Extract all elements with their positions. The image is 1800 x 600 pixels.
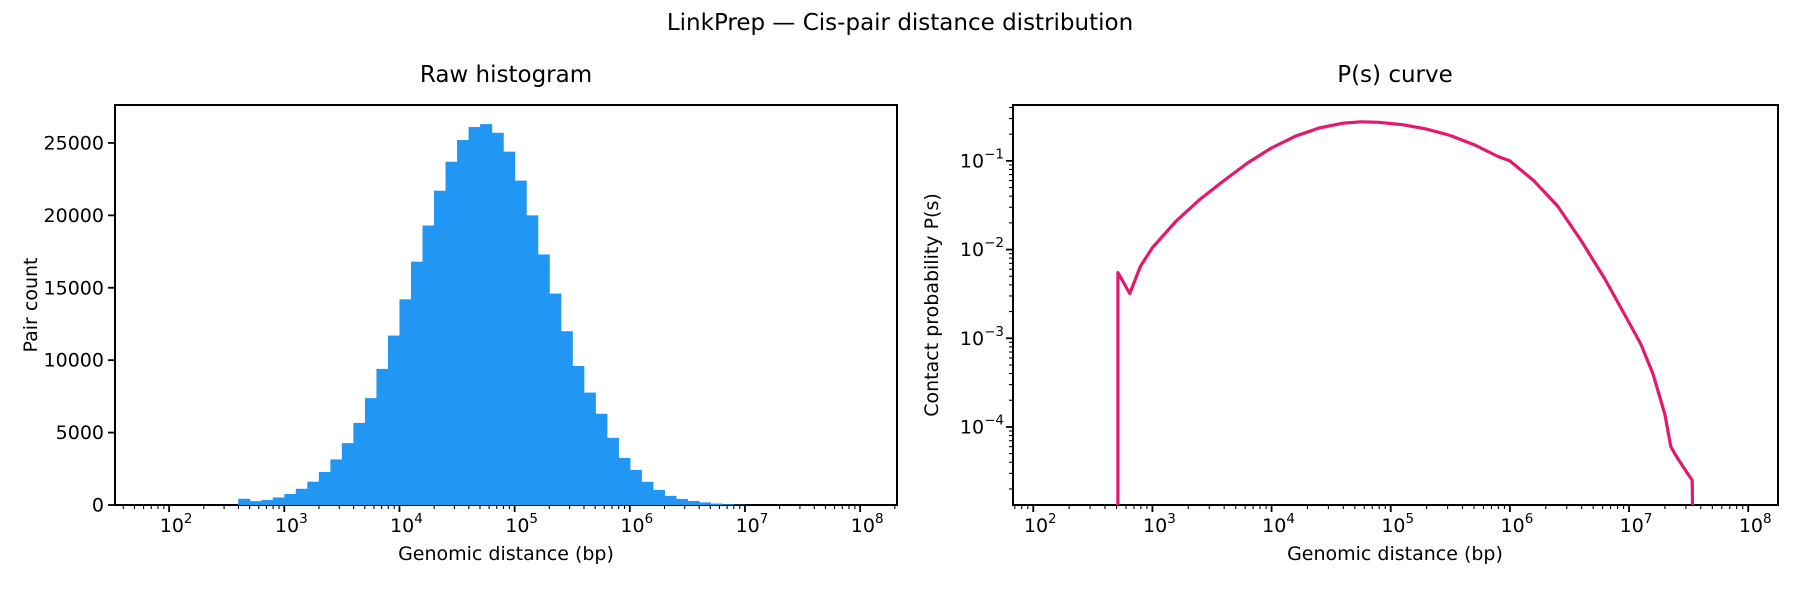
y-tick-label: 10−1 — [960, 146, 1004, 172]
histogram-bar — [307, 481, 320, 505]
y-tick-label: 10−4 — [960, 412, 1004, 438]
x-tick-label: 102 — [160, 511, 193, 537]
histogram-bar — [514, 180, 527, 505]
histogram-bar — [549, 293, 562, 505]
histogram-bar — [629, 469, 642, 505]
x-tick-label: 106 — [620, 511, 653, 537]
histogram-bar — [364, 398, 378, 505]
figure-title: LinkPrep — Cis-pair distance distributio… — [667, 10, 1133, 36]
left-y-axis-label: Pair count — [20, 258, 42, 353]
histogram-bar — [399, 299, 412, 505]
histogram-bar — [606, 437, 619, 505]
histogram-bar — [284, 493, 297, 505]
histogram-bar — [618, 457, 631, 505]
x-tick-label: 108 — [1739, 511, 1772, 537]
histogram-bar — [560, 331, 573, 505]
histogram-bar — [341, 443, 355, 505]
x-tick-label: 105 — [505, 511, 538, 537]
histogram-bar — [641, 481, 654, 505]
histogram-bar — [249, 501, 262, 505]
x-tick-label: 103 — [1143, 511, 1176, 537]
left-x-axis-label: Genomic distance (bp) — [398, 543, 614, 565]
histogram-bar — [664, 495, 677, 505]
plot-ps-curve: P(s) curve Genomic distance (bp) Contact… — [921, 62, 1779, 565]
histogram-bar — [710, 503, 723, 505]
ps-curve-path — [1116, 120, 1695, 505]
x-tick-label: 103 — [275, 511, 308, 537]
histogram-bar — [261, 499, 274, 505]
histogram-bar — [330, 459, 343, 505]
x-tick-label: 104 — [1262, 511, 1295, 537]
histogram-bar — [583, 392, 596, 505]
y-tick-label: 15000 — [44, 277, 104, 299]
histogram-bar — [480, 124, 493, 505]
histogram-bar — [698, 502, 712, 505]
axes-frame — [1012, 104, 1779, 506]
histogram-bar — [238, 498, 251, 505]
y-tick-label: 5000 — [56, 422, 104, 444]
histogram-bar — [353, 422, 366, 505]
histogram-bar — [526, 215, 539, 505]
histogram-bar — [318, 471, 331, 505]
histogram-bar — [687, 500, 700, 505]
histogram-bar — [721, 504, 735, 505]
histogram-bar — [652, 489, 665, 505]
y-tick-label: 25000 — [44, 132, 104, 154]
histogram-bar — [272, 497, 285, 505]
plot-raw-histogram: Raw histogram Genomic distance (bp) Pair… — [20, 62, 898, 565]
y-tick-label: 10−2 — [960, 235, 1004, 261]
histogram-bar — [491, 132, 504, 505]
histogram-bar — [503, 151, 516, 505]
x-tick-label: 102 — [1024, 511, 1057, 537]
histogram-bar — [376, 368, 389, 505]
histogram-bar — [468, 127, 481, 505]
histogram-bar — [675, 498, 688, 505]
histogram-bar — [445, 161, 458, 505]
x-tick-label: 108 — [851, 511, 884, 537]
x-tick-label: 105 — [1381, 511, 1414, 537]
histogram-bar — [595, 413, 608, 505]
left-plot-title: Raw histogram — [420, 62, 592, 88]
histogram-bars — [238, 124, 746, 505]
histogram-bar — [387, 335, 401, 505]
histogram-bar — [434, 190, 447, 505]
histogram-bar — [572, 365, 585, 505]
histogram-bar — [537, 254, 550, 505]
y-tick-label: 0 — [92, 495, 104, 517]
histogram-bar — [295, 488, 308, 505]
y-tick-label: 10000 — [44, 350, 104, 372]
right-x-axis-label: Genomic distance (bp) — [1287, 543, 1503, 565]
x-tick-label: 106 — [1501, 511, 1534, 537]
left-plot-area: 102 103 104 105 106 107 108 0 5000 10000 15000 2000… — [44, 104, 898, 537]
right-plot-title: P(s) curve — [1337, 62, 1453, 88]
x-tick-label: 107 — [1620, 511, 1653, 537]
histogram-bar — [422, 225, 435, 505]
right-y-axis-label: Contact probability P(s) — [921, 193, 943, 417]
histogram-bar — [410, 261, 424, 505]
right-plot-area: 102 103 104 105 106 107 108 10−1 10−2 10−3 10−4 — [960, 104, 1779, 537]
x-tick-label: 104 — [390, 511, 423, 537]
x-tick-label: 107 — [736, 511, 769, 537]
histogram-bar — [457, 140, 470, 505]
y-tick-label: 20000 — [44, 205, 104, 227]
y-tick-label: 10−3 — [960, 324, 1004, 350]
